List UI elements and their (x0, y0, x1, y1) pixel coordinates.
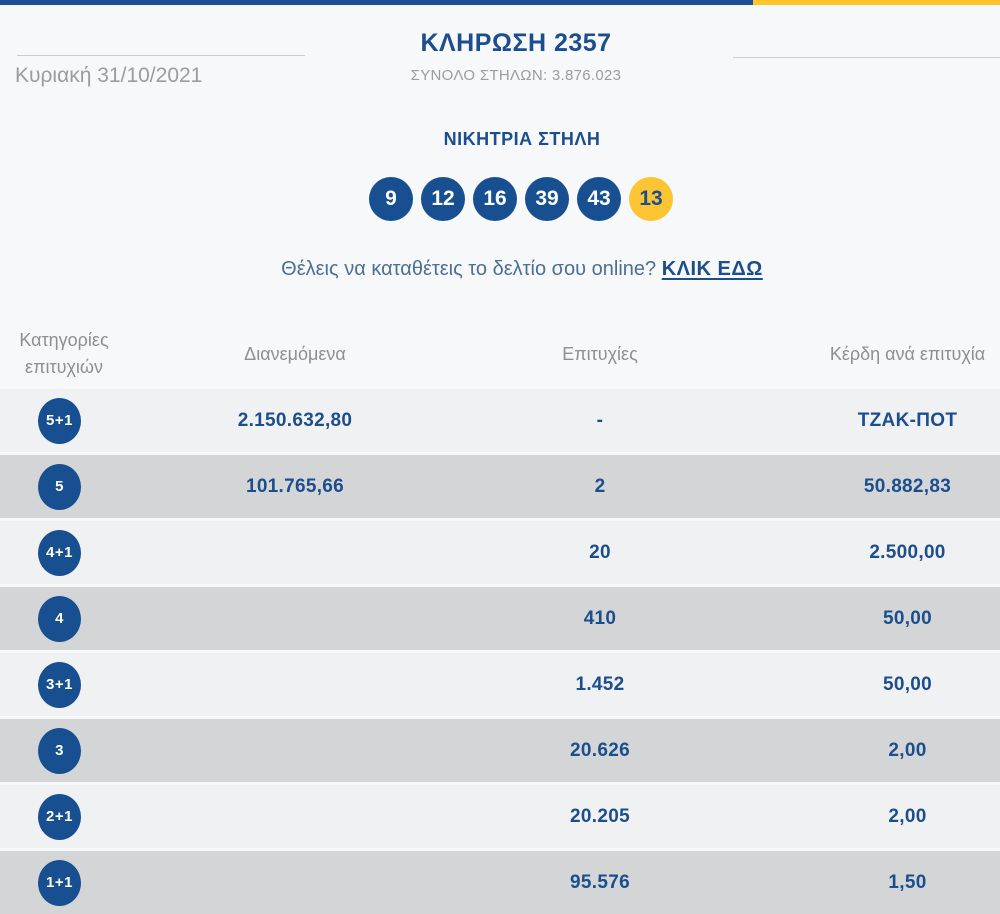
header-divider-right (733, 57, 1000, 58)
winning-number-ball: 9 (369, 177, 413, 221)
winning-numbers: 9 12 16 39 43 13 (21, 177, 1000, 221)
prize-cell: 2.500,00 (869, 541, 946, 563)
top-bar-blue-segment (0, 0, 753, 5)
winning-column-heading: ΝΙΚΗΤΡΙΑ ΣΤΗΛΗ (443, 129, 601, 149)
table-row: 4 410 50,00 (0, 587, 1000, 650)
joker-number-ball: 13 (629, 177, 673, 221)
prize-cell: ΤΖΑΚ-ΠΟΤ (857, 409, 958, 431)
category-badge: 5 (38, 463, 81, 510)
table-row: 5+1 2.150.632,80 - ΤΖΑΚ-ΠΟΤ (0, 389, 1000, 452)
total-columns-label: ΣΥΝΟΛΟ ΣΤΗΛΩΝ: 3.876.023 (410, 67, 622, 84)
winners-cell: 20.626 (570, 739, 630, 761)
table-row: 4+1 20 2.500,00 (0, 521, 1000, 584)
prize-cell: 2,00 (888, 805, 927, 827)
category-badge: 3 (38, 727, 81, 774)
prize-cell: 50,00 (882, 673, 933, 695)
winners-cell: 2 (594, 475, 606, 497)
column-header-categories: Κατηγορίες επιτυχιών (19, 330, 109, 377)
winners-cell: 1.452 (575, 673, 625, 695)
top-bar-yellow-segment (753, 0, 1000, 5)
draw-title: ΚΛΗΡΩΣΗ 2357 (420, 29, 612, 57)
table-row: 5 101.765,66 2 50.882,83 (0, 455, 1000, 518)
distributed-cell: 2.150.632,80 (237, 409, 353, 431)
draw-header: ΚΛΗΡΩΣΗ 2357 Κυριακή 31/10/2021 ΣΥΝΟΛΟ Σ… (0, 5, 1000, 105)
category-badge: 3+1 (38, 661, 81, 708)
category-badge: 1+1 (38, 859, 81, 906)
category-badge: 2+1 (38, 793, 81, 840)
category-badge: 4 (38, 595, 81, 642)
column-header-distributed: Διανεμόμενα (244, 343, 346, 364)
table-row: 3 20.626 2,00 (0, 719, 1000, 782)
table-row: 1+1 95.576 1,50 (0, 851, 1000, 914)
click-here-link[interactable]: ΚΛΙΚ ΕΔΩ (661, 258, 763, 280)
winning-number-ball: 16 (473, 177, 517, 221)
prize-cell: 2,00 (888, 739, 927, 761)
header-divider-left (17, 55, 305, 56)
prize-cell: 1,50 (888, 871, 927, 893)
prize-cell: 50.882,83 (863, 475, 952, 497)
results-table: Κατηγορίες επιτυχιών Διανεμόμενα Επιτυχί… (0, 319, 1000, 914)
winning-number-ball: 12 (421, 177, 465, 221)
results-table-header: Κατηγορίες επιτυχιών Διανεμόμενα Επιτυχί… (0, 319, 1000, 389)
top-accent-bar (0, 0, 1000, 5)
winners-cell: 20.205 (570, 805, 630, 827)
winning-number-ball: 43 (577, 177, 621, 221)
winning-number-ball: 39 (525, 177, 569, 221)
distributed-cell: 101.765,66 (245, 475, 345, 497)
table-row: 2+1 20.205 2,00 (0, 785, 1000, 848)
winners-cell: - (596, 409, 604, 431)
online-prompt: Θέλεις να καταθέτεις το δελτίο σου onlin… (44, 258, 1000, 281)
winners-cell: 95.576 (570, 871, 630, 893)
category-badge: 4+1 (38, 529, 81, 576)
column-header-prize: Κέρδη ανά επιτυχία (829, 343, 986, 364)
column-header-winners: Επιτυχίες (562, 343, 638, 364)
winning-column-section: ΝΙΚΗΤΡΙΑ ΣΤΗΛΗ 9 12 16 39 43 13 (0, 129, 1000, 221)
online-prompt-text: Θέλεις να καταθέτεις το δελτίο σου onlin… (281, 258, 657, 280)
draw-date: Κυριακή 31/10/2021 (15, 64, 203, 87)
prize-cell: 50,00 (882, 607, 933, 629)
winners-cell: 20 (589, 541, 611, 563)
winners-cell: 410 (583, 607, 617, 629)
category-badge: 5+1 (38, 397, 81, 444)
table-row: 3+1 1.452 50,00 (0, 653, 1000, 716)
